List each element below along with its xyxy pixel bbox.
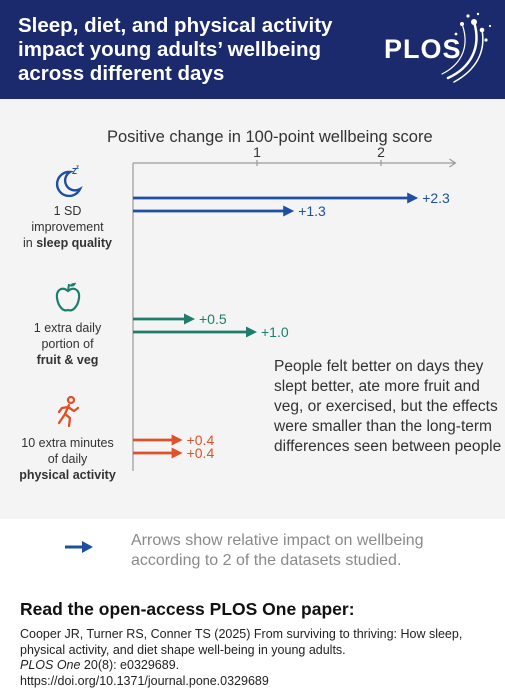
bar-arrowhead — [171, 434, 183, 446]
bar-arrowhead — [246, 326, 257, 338]
header-banner: Sleep, diet, and physical activity impac… — [0, 0, 505, 99]
bar-arrowhead — [283, 205, 295, 217]
citation-authors-title: Cooper JR, Turner RS, Conner TS (2025) F… — [20, 627, 463, 657]
category-activity: 10 extra minutes of daily physical activ… — [0, 395, 135, 483]
category-label-bold: sleep quality — [36, 236, 112, 250]
bar-arrowhead — [184, 313, 195, 325]
running-person-icon — [57, 395, 79, 428]
citation-text: Cooper JR, Turner RS, Conner TS (2025) F… — [20, 627, 495, 689]
data-label: +0.4 — [187, 432, 215, 448]
citation-journal-line: PLOS One 20(8): e0329689. — [20, 658, 495, 674]
data-label: +0.5 — [199, 311, 227, 327]
chart-title: Positive change in 100-point wellbeing s… — [107, 128, 433, 146]
annotation-note: People felt better on days they slept be… — [274, 358, 502, 455]
page-title: Sleep, diet, and physical activity impac… — [18, 14, 333, 85]
plos-logo-icon — [441, 12, 492, 83]
data-label: +2.3 — [422, 190, 450, 206]
plos-logo-text: PLOS — [384, 34, 462, 64]
legend: Arrows show relative impact on wellbeing… — [0, 519, 505, 589]
citation-journal: PLOS One — [20, 658, 81, 672]
plos-logo[interactable]: PLOS — [378, 8, 496, 90]
category-label-line: of daily — [47, 452, 88, 466]
x-tick-label: 2 — [377, 144, 385, 160]
legend-text: Arrows show relative impact on wellbeing… — [131, 532, 424, 569]
category-label-line: improvement — [31, 220, 104, 234]
chart-plot: 1 2 +2.3 +1.3 +0.5 +1.0 +0.4+0.4 — [132, 144, 457, 471]
x-axis-arrowhead — [449, 158, 457, 168]
citation-section: Read the open-access PLOS One paper: Coo… — [0, 589, 505, 700]
category-label-line: portion of — [41, 337, 94, 351]
category-label-bold: physical activity — [19, 468, 116, 482]
legend-arrow-icon — [65, 541, 93, 553]
moon-sleep-icon: Z z — [55, 165, 83, 197]
category-label-line: 1 extra daily — [33, 321, 102, 335]
category-sleep: Z z 1 SD improvement in sleep quality — [0, 165, 135, 251]
citation-issue: 20(8): e0329689. — [80, 658, 180, 672]
category-label-prefix: in — [23, 236, 33, 250]
citation-doi-link[interactable]: https://doi.org/10.1371/journal.pone.032… — [20, 673, 269, 688]
category-fruit-veg: 1 extra daily portion of fruit & veg — [0, 280, 135, 368]
svg-text:z: z — [76, 165, 79, 171]
chart-panel: Positive change in 100-point wellbeing s… — [0, 99, 505, 519]
data-label: +0.4 — [187, 445, 215, 461]
category-label-line: 1 SD — [53, 204, 82, 218]
data-label: +1.3 — [298, 203, 326, 219]
svg-text:Z: Z — [72, 167, 77, 176]
bar-arrowhead — [407, 192, 419, 204]
paper-cta-heading: Read the open-access PLOS One paper: — [20, 599, 355, 619]
category-label-line: in sleep quality — [0, 235, 135, 251]
apple-icon — [55, 282, 80, 312]
category-label-line: 10 extra minutes — [21, 436, 114, 450]
x-tick-label: 1 — [253, 144, 261, 160]
category-label-bold: fruit & veg — [36, 353, 99, 367]
bar-arrowhead — [171, 447, 183, 459]
data-label: +1.0 — [261, 324, 289, 340]
